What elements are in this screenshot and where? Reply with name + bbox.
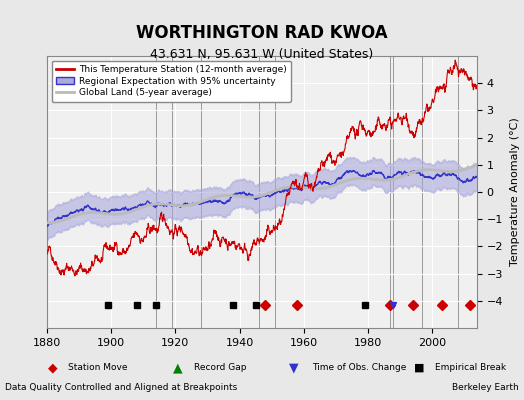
Text: Record Gap: Record Gap	[194, 364, 246, 372]
Text: ▼: ▼	[289, 362, 298, 374]
Text: Data Quality Controlled and Aligned at Breakpoints: Data Quality Controlled and Aligned at B…	[5, 383, 237, 392]
Text: ◆: ◆	[48, 362, 57, 374]
Text: 43.631 N, 95.631 W (United States): 43.631 N, 95.631 W (United States)	[150, 48, 374, 61]
Text: Station Move: Station Move	[68, 364, 128, 372]
Text: ■: ■	[414, 363, 424, 373]
Y-axis label: Temperature Anomaly (°C): Temperature Anomaly (°C)	[510, 118, 520, 266]
Text: Berkeley Earth: Berkeley Earth	[452, 383, 519, 392]
Text: WORTHINGTON RAD KWOA: WORTHINGTON RAD KWOA	[136, 24, 388, 42]
Legend: This Temperature Station (12-month average), Regional Expectation with 95% uncer: This Temperature Station (12-month avera…	[52, 60, 291, 102]
Text: Time of Obs. Change: Time of Obs. Change	[312, 364, 406, 372]
Text: ▲: ▲	[173, 362, 183, 374]
Text: Empirical Break: Empirical Break	[435, 364, 506, 372]
